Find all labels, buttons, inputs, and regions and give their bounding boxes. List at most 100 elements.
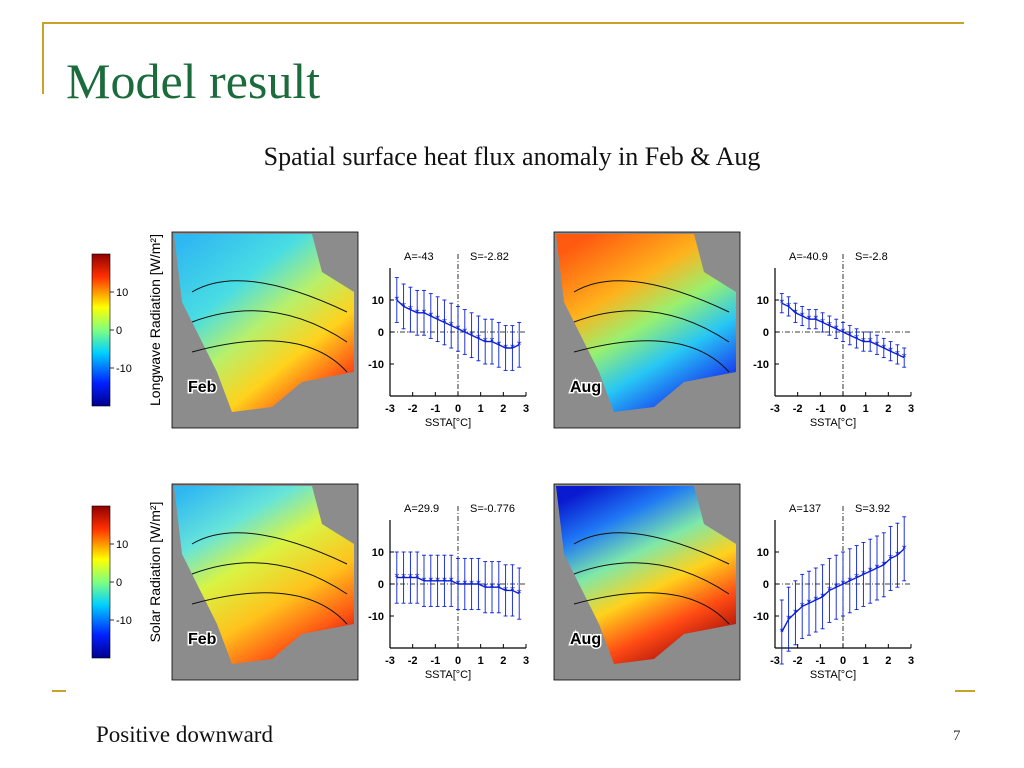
plot-x-tick-label: 3: [523, 655, 529, 667]
map-contour: [573, 280, 730, 313]
plot-x-tick-label: 0: [840, 655, 846, 667]
page-number: 7: [953, 728, 961, 744]
data-point: *: [827, 583, 832, 597]
data-point: *: [490, 580, 495, 594]
plot-x-axis-label: SSTA[°C]: [810, 417, 856, 429]
series-line: [396, 576, 520, 595]
map-feb-longwave: Feb: [171, 231, 359, 429]
data-point: *: [902, 542, 907, 556]
plot-y-tick-label: 0: [763, 579, 769, 591]
colorbar: [91, 253, 111, 407]
data-point: *: [868, 335, 873, 349]
plot-y-tick-label: 0: [378, 579, 384, 591]
row-ylabel: Longwave Radiation [W/m²]: [147, 234, 163, 406]
data-point: *: [490, 335, 495, 349]
data-point: *: [881, 558, 886, 572]
data-point: *: [394, 571, 399, 585]
plot-x-tick-label: -2: [793, 403, 803, 415]
data-point: *: [793, 606, 798, 620]
map-contour: [573, 592, 730, 625]
series-line: [396, 299, 520, 349]
data-point: *: [496, 338, 501, 352]
data-point: *: [428, 309, 433, 323]
data-point: *: [483, 580, 488, 594]
plot-y-tick-label: -10: [368, 359, 384, 371]
data-point: *: [428, 574, 433, 588]
plot-a-label: A=-43: [404, 251, 434, 263]
plot-a-label: A=137: [789, 503, 821, 515]
data-point: *: [786, 299, 791, 313]
data-point: *: [807, 596, 812, 610]
plot-x-tick-label: 2: [885, 403, 891, 415]
data-point: *: [462, 325, 467, 339]
map-contour: [191, 310, 348, 343]
map-sea-field: [556, 234, 736, 412]
data-point: *: [517, 338, 522, 352]
data-point: *: [861, 567, 866, 581]
map-contour: [573, 310, 730, 343]
data-point: *: [807, 312, 812, 326]
map-frame: [171, 231, 359, 429]
data-point: *: [483, 335, 488, 349]
data-point: *: [476, 577, 481, 591]
plot-s-label: S=-2.82: [470, 251, 509, 263]
data-point: *: [408, 303, 413, 317]
plot-x-tick-label: 1: [863, 403, 869, 415]
data-point: *: [476, 331, 481, 345]
map-frame: [553, 231, 741, 429]
slide-subtitle: Spatial surface heat flux anomaly in Feb…: [263, 142, 761, 171]
plot-y-tick-label: 0: [763, 327, 769, 339]
data-point: *: [813, 593, 818, 607]
plot-x-tick-label: -2: [793, 655, 803, 667]
footer-rule-left: [52, 690, 66, 692]
data-point: *: [820, 590, 825, 604]
data-point: *: [793, 306, 798, 320]
map-sea-field: [556, 486, 736, 664]
plot-x-tick-label: -2: [408, 403, 418, 415]
data-point: *: [841, 325, 846, 339]
plot-x-tick-label: 2: [885, 655, 891, 667]
data-point: *: [800, 309, 805, 323]
data-point: *: [888, 551, 893, 565]
plot-x-tick-label: -1: [815, 403, 825, 415]
data-point: *: [456, 322, 461, 336]
plot-y-tick-label: 0: [378, 327, 384, 339]
plot-x-tick-label: -1: [815, 655, 825, 667]
data-point: *: [442, 574, 447, 588]
data-point: *: [394, 293, 399, 307]
data-point: *: [888, 344, 893, 358]
map-contour: [573, 532, 730, 565]
plot-x-axis-label: SSTA[°C]: [810, 669, 856, 681]
data-point: *: [868, 564, 873, 578]
colorbar-tick-label: 0: [116, 325, 122, 337]
map-month-label: Aug: [570, 631, 601, 648]
data-point: *: [422, 306, 427, 320]
plot-x-tick-label: 0: [840, 403, 846, 415]
data-point: *: [435, 312, 440, 326]
data-point: *: [510, 341, 515, 355]
series-line: [781, 302, 905, 359]
slide-title: Model result: [66, 53, 321, 109]
plot-x-tick-label: -3: [385, 403, 395, 415]
data-point: *: [895, 347, 900, 361]
map-contour: [191, 280, 348, 313]
data-point: *: [449, 319, 454, 333]
colorbar-tick-label: 10: [116, 539, 128, 551]
plot-s-label: S=3.92: [855, 503, 890, 515]
plot-x-tick-label: 0: [455, 403, 461, 415]
plot-a-label: A=29.9: [404, 503, 439, 515]
map-month-label: Feb: [188, 631, 217, 648]
map-aug-solar: Aug: [553, 483, 741, 681]
data-point: *: [415, 306, 420, 320]
map-sea-field: [174, 234, 354, 412]
data-point: *: [408, 571, 413, 585]
data-point: *: [847, 574, 852, 588]
data-point: *: [401, 299, 406, 313]
plot-y-tick-label: -10: [368, 611, 384, 623]
data-point: *: [469, 577, 474, 591]
data-point: *: [800, 599, 805, 613]
plot-x-tick-label: 1: [863, 655, 869, 667]
